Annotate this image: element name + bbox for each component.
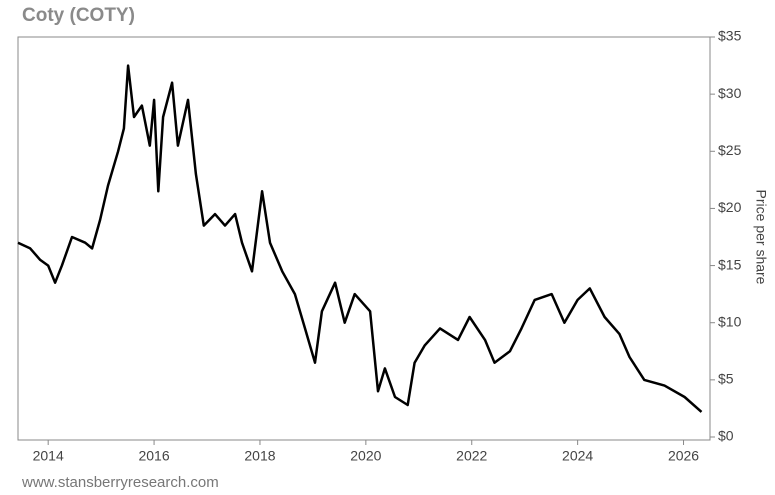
price-line bbox=[17, 64, 703, 413]
y-tick-label: $30 bbox=[718, 85, 742, 101]
x-tick-label: 2016 bbox=[138, 448, 169, 464]
x-tick-label: 2022 bbox=[456, 448, 487, 464]
y-axis-label: Price per share bbox=[753, 190, 769, 285]
y-tick-label: $35 bbox=[718, 28, 742, 44]
y-tick-label: $0 bbox=[718, 428, 734, 444]
x-tick-label: 2024 bbox=[562, 448, 593, 464]
y-tick-label: $20 bbox=[718, 199, 742, 215]
y-tick-label: $25 bbox=[718, 142, 742, 158]
y-tick-label: $5 bbox=[718, 371, 734, 387]
chart-title: Coty (COTY) bbox=[22, 5, 135, 26]
x-tick-label: 2026 bbox=[668, 448, 699, 464]
plot-frame bbox=[17, 36, 711, 441]
x-tick-label: 2020 bbox=[350, 448, 381, 464]
x-tick-label: 2018 bbox=[244, 448, 275, 464]
x-tick-label: 2014 bbox=[33, 448, 64, 464]
y-tick-label: $15 bbox=[718, 256, 742, 272]
y-tick-label: $10 bbox=[718, 313, 742, 329]
source: www.stansberryresearch.com bbox=[21, 474, 219, 491]
